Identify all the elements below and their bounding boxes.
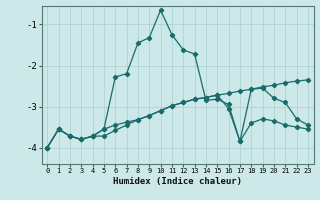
X-axis label: Humidex (Indice chaleur): Humidex (Indice chaleur) — [113, 177, 242, 186]
